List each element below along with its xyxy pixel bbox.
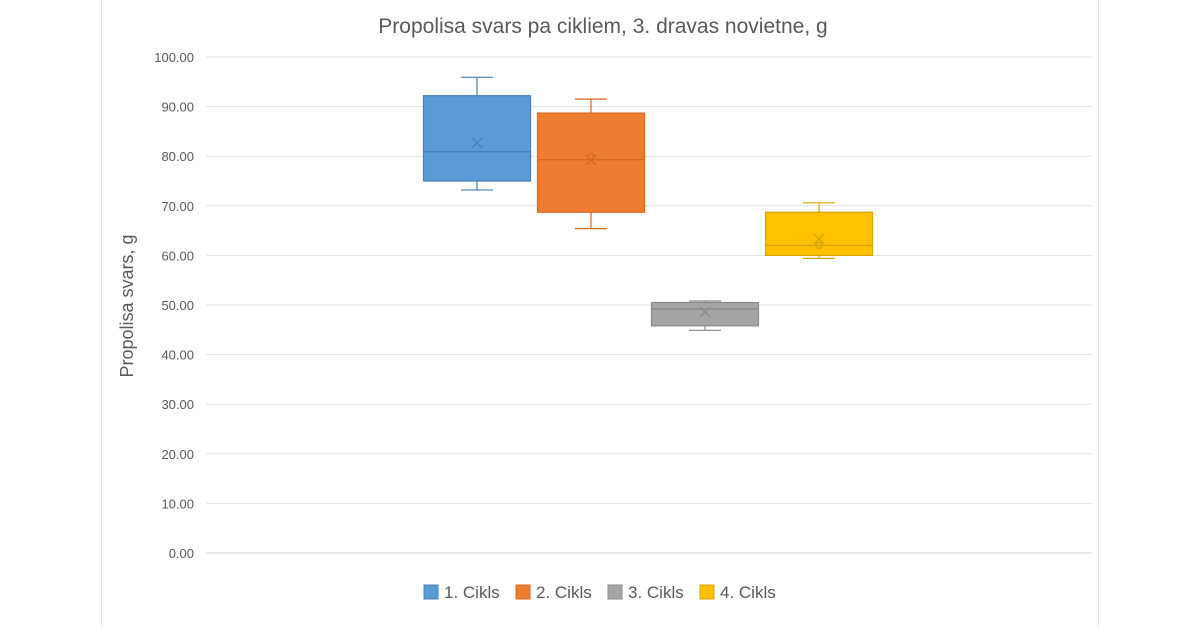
box-iqr: [422, 95, 532, 182]
y-tick-label: 40.00: [161, 348, 194, 363]
y-axis-ticks: 0.00 10.00 20.00 30.00 40.00 50.00 60.00 70.00 8…: [154, 50, 194, 561]
box-iqr: [536, 112, 646, 213]
inner-point: [587, 153, 595, 161]
y-tick-label: 60.00: [161, 248, 194, 263]
legend-swatch: [699, 584, 715, 600]
y-tick-label: 20.00: [161, 447, 194, 462]
y-axis-label: Propolisa svars, g: [117, 234, 137, 377]
box-iqr: [650, 301, 760, 327]
y-tick-label: 10.00: [161, 496, 194, 511]
y-tick-label: 100.00: [154, 50, 194, 65]
legend-label: 3. Cikls: [628, 583, 684, 602]
box-4: [764, 202, 874, 259]
box-1: [422, 76, 532, 191]
gridlines: [206, 56, 1092, 554]
legend-label: 4. Cikls: [720, 583, 776, 602]
legend-label: 1. Cikls: [444, 583, 500, 602]
y-tick-label: 30.00: [161, 397, 194, 412]
mean-marker: [813, 233, 825, 245]
legend-swatch: [515, 584, 531, 600]
legend-label: 2. Cikls: [536, 583, 592, 602]
legend-swatch: [607, 584, 623, 600]
box-2: [536, 98, 646, 230]
legend: 1. Cikls 2. Cikls 3. Cikls 4. Cikls: [423, 583, 776, 602]
y-tick-label: 70.00: [161, 199, 194, 214]
chart-frame: [101, 0, 1099, 627]
y-tick-label: 50.00: [161, 298, 194, 313]
box-3: [650, 300, 760, 331]
legend-swatch: [423, 584, 439, 600]
mean-marker: [699, 306, 711, 318]
boxes: [422, 76, 874, 331]
chart-title: Propolisa svars pa cikliem, 3. dravas no…: [378, 15, 827, 38]
y-tick-label: 90.00: [161, 100, 194, 115]
inner-point: [815, 241, 823, 250]
mean-marker: [471, 137, 483, 149]
y-tick-label: 80.00: [161, 149, 194, 164]
y-tick-label: 0.00: [169, 546, 194, 561]
